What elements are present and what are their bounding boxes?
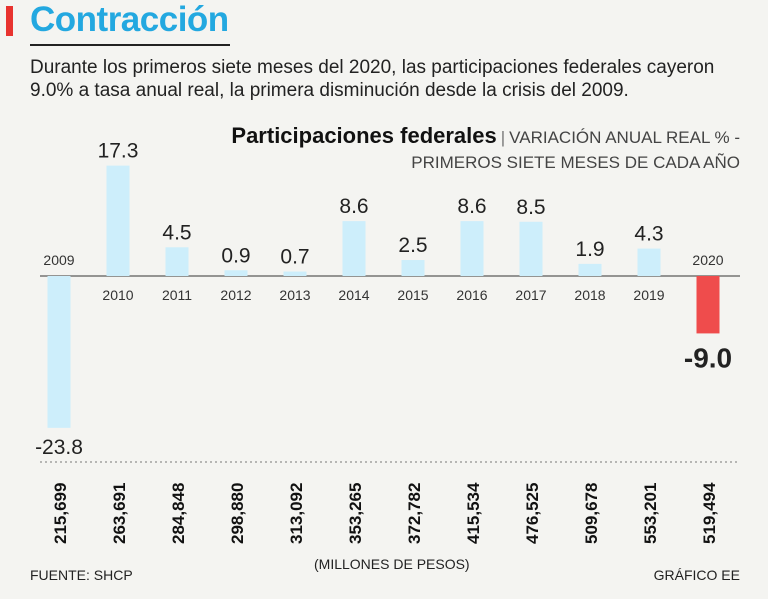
category-label-2015: 2015 [397,287,428,303]
value-label-2010: 17.3 [98,140,139,163]
category-label-2018: 2018 [574,287,605,303]
heading-separator: | [500,128,506,147]
value-label-2017: 8.5 [516,196,545,219]
value-label-2018: 1.9 [575,238,604,261]
bar-2009 [47,276,71,428]
credit-note: GRÁFICO EE [653,567,740,583]
value-label-2013: 0.7 [280,246,309,269]
category-label-2012: 2012 [220,287,251,303]
amount-2015: 372,782 [405,483,424,544]
bar-2018 [578,263,602,276]
chart-subtitle-line1: VARIACIÓN ANUAL REAL % - [509,128,740,147]
accent-tab [6,6,13,36]
bar-2010 [106,165,130,276]
value-label-2016: 8.6 [457,195,486,218]
amount-2014: 353,265 [346,483,365,544]
chart-heading: Participaciones federales | VARIACIÓN ANUA… [231,123,740,175]
units-label: (MILLONES DE PESOS) [314,556,470,572]
amount-2018: 509,678 [582,483,601,544]
bar-2015 [401,260,425,276]
category-label-2019: 2019 [633,287,664,303]
category-label-2017: 2017 [515,287,546,303]
amount-2012: 298,880 [228,483,247,544]
value-label-2020: -9.0 [684,342,732,373]
value-label-2011: 4.5 [162,221,191,244]
value-label-2012: 0.9 [221,244,250,267]
category-label-2009: 2009 [43,252,74,268]
category-label-2020: 2020 [692,252,723,268]
amount-2013: 313,092 [287,483,306,544]
category-label-2014: 2014 [338,287,369,303]
bar-2019 [637,248,661,276]
bar-2012 [224,270,248,276]
chart-title: Participaciones federales [231,123,497,148]
amount-2016: 415,534 [464,482,483,544]
bar-2016 [460,221,484,276]
category-label-2010: 2010 [102,287,133,303]
category-label-2016: 2016 [456,287,487,303]
category-label-2011: 2011 [162,287,192,303]
title-underline [30,44,230,46]
category-label-2013: 2013 [279,287,310,303]
chart-subtitle-line2: PRIMEROS SIETE MESES DE CADA AÑO [411,153,740,172]
amount-2020: 519,494 [700,482,719,544]
value-label-2015: 2.5 [398,234,427,257]
bar-2020 [696,276,720,334]
amount-2011: 284,848 [169,483,188,544]
page-title: Contracción [30,0,229,39]
amount-2010: 263,691 [110,483,129,544]
bar-2017 [519,221,543,276]
amount-2019: 553,201 [641,483,660,544]
bar-2013 [283,271,307,276]
subtitle: Durante los primeros siete meses del 202… [30,57,715,101]
amount-2017: 476,525 [523,483,542,544]
value-label-2009: -23.8 [35,436,83,459]
bar-2011 [165,247,189,276]
value-label-2019: 4.3 [634,223,663,246]
source-note: FUENTE: SHCP [30,567,133,583]
value-label-2014: 8.6 [339,195,368,218]
bar-2014 [342,221,366,276]
amount-2009: 215,699 [51,483,70,544]
